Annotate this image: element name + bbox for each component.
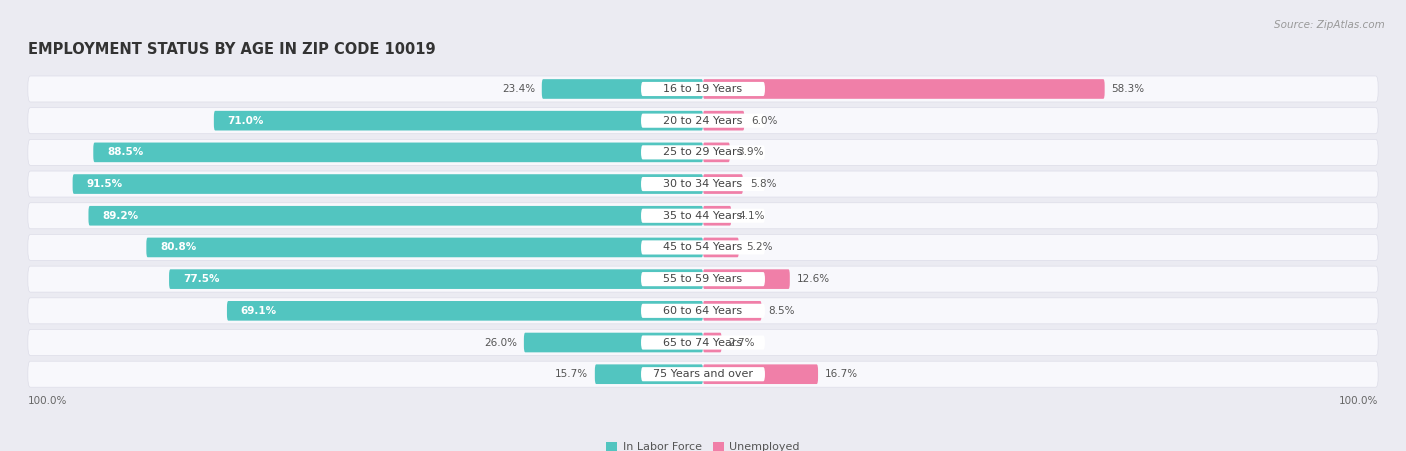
Text: 80.8%: 80.8% xyxy=(160,243,197,253)
Text: 100.0%: 100.0% xyxy=(1339,396,1378,406)
Text: 65 to 74 Years: 65 to 74 Years xyxy=(664,337,742,348)
FancyBboxPatch shape xyxy=(28,139,1378,166)
FancyBboxPatch shape xyxy=(28,330,1378,355)
Text: 45 to 54 Years: 45 to 54 Years xyxy=(664,243,742,253)
FancyBboxPatch shape xyxy=(28,361,1378,387)
Text: 60 to 64 Years: 60 to 64 Years xyxy=(664,306,742,316)
Text: 55 to 59 Years: 55 to 59 Years xyxy=(664,274,742,284)
Text: 71.0%: 71.0% xyxy=(228,115,264,126)
FancyBboxPatch shape xyxy=(703,174,742,194)
FancyBboxPatch shape xyxy=(641,272,765,286)
Text: 77.5%: 77.5% xyxy=(183,274,219,284)
FancyBboxPatch shape xyxy=(226,301,703,321)
FancyBboxPatch shape xyxy=(28,266,1378,292)
Text: 16 to 19 Years: 16 to 19 Years xyxy=(664,84,742,94)
Text: 5.2%: 5.2% xyxy=(745,243,772,253)
FancyBboxPatch shape xyxy=(28,298,1378,324)
FancyBboxPatch shape xyxy=(703,143,730,162)
Text: 75 Years and over: 75 Years and over xyxy=(652,369,754,379)
Text: 69.1%: 69.1% xyxy=(240,306,277,316)
FancyBboxPatch shape xyxy=(703,206,731,226)
FancyBboxPatch shape xyxy=(214,111,703,130)
Text: Source: ZipAtlas.com: Source: ZipAtlas.com xyxy=(1274,20,1385,30)
Text: 5.8%: 5.8% xyxy=(749,179,776,189)
FancyBboxPatch shape xyxy=(73,174,703,194)
Text: 30 to 34 Years: 30 to 34 Years xyxy=(664,179,742,189)
FancyBboxPatch shape xyxy=(703,79,1105,99)
Text: 23.4%: 23.4% xyxy=(502,84,534,94)
Text: 4.1%: 4.1% xyxy=(738,211,765,221)
Text: 15.7%: 15.7% xyxy=(555,369,588,379)
Text: 88.5%: 88.5% xyxy=(107,147,143,157)
FancyBboxPatch shape xyxy=(641,367,765,381)
Text: 2.7%: 2.7% xyxy=(728,337,755,348)
FancyBboxPatch shape xyxy=(169,269,703,289)
Text: 89.2%: 89.2% xyxy=(103,211,138,221)
FancyBboxPatch shape xyxy=(93,143,703,162)
Text: 6.0%: 6.0% xyxy=(751,115,778,126)
Text: 100.0%: 100.0% xyxy=(28,396,67,406)
FancyBboxPatch shape xyxy=(641,304,765,318)
FancyBboxPatch shape xyxy=(641,240,765,254)
FancyBboxPatch shape xyxy=(146,238,703,257)
FancyBboxPatch shape xyxy=(703,269,790,289)
FancyBboxPatch shape xyxy=(28,203,1378,229)
FancyBboxPatch shape xyxy=(641,114,765,128)
FancyBboxPatch shape xyxy=(641,336,765,350)
Text: 12.6%: 12.6% xyxy=(797,274,830,284)
FancyBboxPatch shape xyxy=(641,209,765,223)
FancyBboxPatch shape xyxy=(89,206,703,226)
Text: 3.9%: 3.9% xyxy=(737,147,763,157)
FancyBboxPatch shape xyxy=(703,333,721,352)
Text: 8.5%: 8.5% xyxy=(769,306,794,316)
FancyBboxPatch shape xyxy=(28,108,1378,133)
FancyBboxPatch shape xyxy=(595,364,703,384)
Legend: In Labor Force, Unemployed: In Labor Force, Unemployed xyxy=(602,437,804,451)
FancyBboxPatch shape xyxy=(28,76,1378,102)
Text: 26.0%: 26.0% xyxy=(484,337,517,348)
Text: 35 to 44 Years: 35 to 44 Years xyxy=(664,211,742,221)
FancyBboxPatch shape xyxy=(703,238,738,257)
FancyBboxPatch shape xyxy=(703,364,818,384)
FancyBboxPatch shape xyxy=(641,82,765,96)
FancyBboxPatch shape xyxy=(524,333,703,352)
Text: 91.5%: 91.5% xyxy=(86,179,122,189)
Text: 58.3%: 58.3% xyxy=(1112,84,1144,94)
FancyBboxPatch shape xyxy=(541,79,703,99)
Text: EMPLOYMENT STATUS BY AGE IN ZIP CODE 10019: EMPLOYMENT STATUS BY AGE IN ZIP CODE 100… xyxy=(28,41,436,57)
FancyBboxPatch shape xyxy=(641,177,765,191)
FancyBboxPatch shape xyxy=(703,111,744,130)
FancyBboxPatch shape xyxy=(28,235,1378,260)
FancyBboxPatch shape xyxy=(703,301,762,321)
Text: 25 to 29 Years: 25 to 29 Years xyxy=(664,147,742,157)
Text: 16.7%: 16.7% xyxy=(825,369,858,379)
Text: 20 to 24 Years: 20 to 24 Years xyxy=(664,115,742,126)
FancyBboxPatch shape xyxy=(641,145,765,160)
FancyBboxPatch shape xyxy=(28,171,1378,197)
